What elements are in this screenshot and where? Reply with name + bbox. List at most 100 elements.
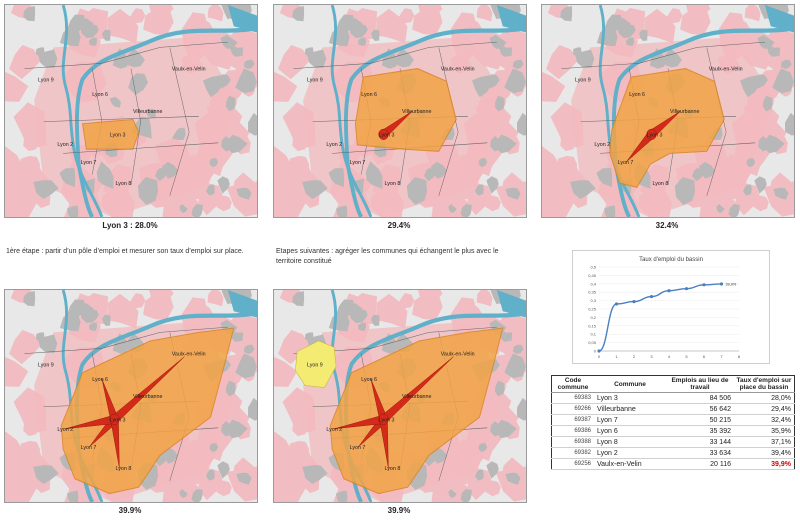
commune-label: Lyon 8 (384, 181, 400, 187)
commune-label: Lyon 7 (350, 445, 366, 451)
commune-label: Vaulx-en-Velin (441, 352, 475, 358)
commune-label: Lyon 6 (92, 92, 108, 98)
y-tick-label: 0,35 (588, 290, 597, 295)
reservoir-lake (496, 5, 526, 33)
cell-code: 69382 (551, 447, 594, 459)
cell-commune: Lyon 3 (594, 392, 666, 404)
step2-note: Etapes suivantes : agréger les communes … (276, 248, 499, 265)
x-tick-label: 6 (703, 354, 706, 359)
commune-label: Lyon 3 (110, 132, 126, 138)
cell-code: 69256 (551, 458, 594, 470)
table-row: 69382 Lyon 2 33 634 39,4% (551, 447, 795, 459)
commune-label: Lyon 8 (384, 466, 400, 472)
x-tick-label: 2 (633, 354, 636, 359)
flow-origin (378, 128, 389, 140)
cell-commune: Vaulx-en-Velin (594, 458, 666, 470)
cell-taux: 29,4% (734, 403, 795, 415)
commune-label: Lyon 6 (92, 377, 108, 383)
commune-label: Lyon 8 (115, 181, 131, 187)
built-areas (292, 5, 526, 217)
cell-commune: Lyon 2 (594, 447, 666, 459)
x-tick-label: 1 (615, 354, 618, 359)
commune-label: Lyon 9 (307, 362, 323, 368)
map-caption-2: 29.4% (387, 221, 411, 230)
commune-label: Lyon 9 (38, 362, 54, 368)
y-tick-label: 0 (594, 349, 597, 354)
map-caption-5: 39.9% (387, 506, 411, 515)
y-tick-label: 0,15 (588, 323, 597, 328)
chart-title: Taux d'emploi du bassin (639, 257, 703, 263)
cell-emplois: 84 506 (666, 392, 734, 404)
cell-emplois: 33 634 (666, 447, 734, 459)
cell-taux: 28,0% (734, 392, 795, 404)
data-point (702, 283, 706, 287)
commune-label: Lyon 3 (110, 417, 126, 423)
map-caption-4: 39.9% (118, 506, 142, 515)
table-row: 69387 Lyon 7 50 215 32,4% (551, 414, 795, 426)
y-tick-label: 0,4 (590, 281, 596, 286)
x-tick-label: 0 (598, 354, 601, 359)
y-tick-label: 0,1 (590, 332, 596, 337)
map-panel-4: Lyon 9 Lyon 6 Vaulx-en-Velin Villeurbanne Ly… (4, 289, 258, 503)
cell-code: 69383 (551, 392, 594, 404)
x-tick-label: 7 (720, 354, 723, 359)
reservoir-lake (764, 5, 794, 33)
table-row: 69266 Villeurbanne 56 642 29,4% (551, 403, 795, 415)
header-code: Code commune (551, 375, 594, 393)
flow-origin (646, 128, 657, 140)
employment-rate-chart: Taux d'emploi du bassin 0 0,05 0,1 0,15 0,2 0… (572, 250, 770, 364)
reservoir-lake (496, 290, 526, 318)
commune-label: Lyon 3 (647, 132, 663, 138)
built-areas (23, 5, 257, 217)
cell-taux: 39,9% (734, 458, 795, 470)
cell-taux: 35,9% (734, 425, 795, 437)
commune-label: Lyon 9 (307, 77, 323, 83)
cell-code: 69388 (551, 436, 594, 448)
x-tick-label: 3 (650, 354, 653, 359)
header-taux: Taux d'emploi sur place du bassin (734, 375, 795, 393)
end-value-label: 39,9% (726, 282, 737, 286)
commune-label: Lyon 2 (57, 142, 73, 148)
data-point (649, 294, 654, 299)
commune-label: Lyon 2 (326, 427, 342, 433)
y-tick-label: 0,45 (588, 273, 597, 278)
data-point (667, 289, 671, 293)
reservoir-lake (227, 5, 257, 33)
commune-label: Vaulx-en-Velin (172, 67, 206, 73)
commune-boundaries (24, 41, 228, 196)
commuting-flows (378, 110, 413, 140)
commune-label: Lyon 3 (379, 132, 395, 138)
commuting-flows (334, 356, 454, 469)
y-tick-label: 0,25 (588, 307, 597, 312)
commune-label: Lyon 6 (361, 92, 377, 98)
reservoir-lake (227, 290, 257, 318)
commune-label: Villeurbanne (133, 394, 163, 400)
y-tick-label: 0,5 (590, 265, 596, 270)
commune-label: Lyon 7 (81, 160, 97, 166)
x-tick-label: 5 (685, 354, 688, 359)
commune-label: Villeurbanne (670, 109, 700, 115)
employment-basin (329, 327, 504, 495)
saone-river (598, 5, 641, 217)
step1-note: 1ère étape : partir d’un pôle d’emploi e… (6, 248, 244, 255)
map-caption-3: 32.4% (655, 221, 679, 230)
flow-origin (109, 413, 120, 425)
cell-code: 69387 (551, 414, 594, 426)
x-tick-label: 8 (738, 354, 741, 359)
data-point (719, 282, 724, 286)
cell-emplois: 33 144 (666, 436, 734, 448)
map-panel-2: Lyon 9 Lyon 6 Vaulx-en-Velin Villeurbanne Ly… (273, 4, 527, 218)
commune-label: Vaulx-en-Velin (709, 67, 743, 73)
cell-emplois: 50 215 (666, 414, 734, 426)
x-tick-label: 4 (668, 354, 671, 359)
commune-label: Lyon 2 (326, 142, 342, 148)
rhone-river (75, 26, 257, 217)
data-point (597, 349, 601, 353)
communes-table: Code commune Commune Emplois au lieu de … (551, 375, 795, 470)
header-emplois: Emplois au lieu de travail (666, 375, 734, 393)
flow-origin (378, 413, 389, 425)
commune-label: Lyon 8 (115, 466, 131, 472)
table-row: 69383 Lyon 3 84 506 28,0% (551, 392, 795, 404)
y-tick-label: 0,3 (590, 298, 596, 303)
saone-river (61, 5, 104, 217)
